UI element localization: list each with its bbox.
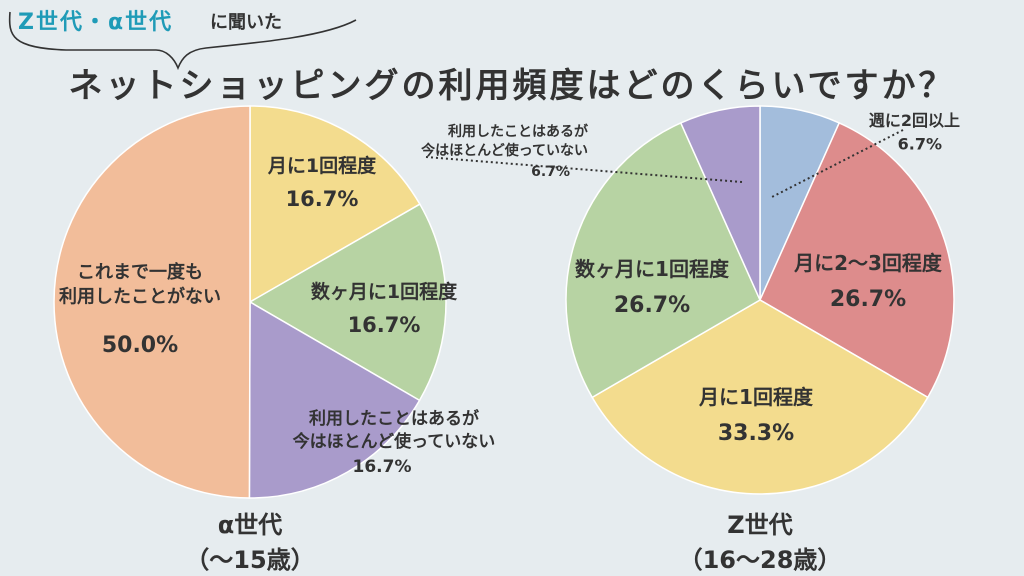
pie-slice bbox=[53, 105, 251, 499]
slice-value: 50.0% bbox=[102, 333, 178, 358]
generation-tag: Z世代・α世代 bbox=[18, 10, 174, 35]
pie-slice bbox=[249, 105, 421, 304]
slice-label: 月に1回程度 bbox=[698, 385, 814, 409]
slice-label: 利用したことはあるが bbox=[309, 408, 479, 429]
slice-value: 6.7% bbox=[531, 164, 570, 180]
slice-label: 月に1回程度 bbox=[267, 154, 377, 177]
z-subcaption: （16～28歳） bbox=[678, 546, 842, 574]
slice-value: 26.7% bbox=[830, 287, 906, 312]
slice-value: 26.7% bbox=[614, 293, 690, 318]
slice-label: 週に2回以上 bbox=[869, 111, 960, 130]
alpha-caption: α世代 bbox=[217, 511, 283, 539]
slice-label: これまで一度も bbox=[77, 261, 203, 283]
pie-slice bbox=[565, 121, 761, 399]
slice-label: 利用したことはあるが bbox=[448, 123, 589, 140]
slice-value: 33.3% bbox=[718, 421, 794, 446]
z-caption: Z世代 bbox=[727, 511, 793, 539]
slice-value: 6.7% bbox=[898, 135, 942, 154]
alpha-subcaption: （～15歳） bbox=[185, 546, 315, 574]
slice-label: 今はほとんど使っていない bbox=[293, 431, 496, 452]
slice-label: 数ヶ月に1回程度 bbox=[311, 280, 458, 303]
slice-value: 16.7% bbox=[286, 187, 359, 211]
pie-slice bbox=[759, 121, 955, 399]
chart-title: ネットショッピングの利用頻度はどのくらいですか？ bbox=[68, 66, 956, 106]
slice-label: 今はほとんど使っていない bbox=[420, 142, 588, 159]
slice-value: 16.7% bbox=[348, 313, 421, 337]
tag-underline bbox=[8, 11, 357, 71]
pie-slice bbox=[248, 203, 447, 402]
slice-label: 利用したことがない bbox=[59, 285, 221, 307]
pie-slice bbox=[591, 299, 929, 495]
slice-label: 月に2～3回程度 bbox=[793, 251, 943, 275]
asked-tag: に聞いた bbox=[210, 12, 282, 33]
pie-slice bbox=[248, 300, 421, 499]
slice-value: 16.7% bbox=[353, 457, 412, 477]
slice-label: 数ヶ月に1回程度 bbox=[575, 257, 730, 281]
pie-slice bbox=[679, 105, 761, 301]
